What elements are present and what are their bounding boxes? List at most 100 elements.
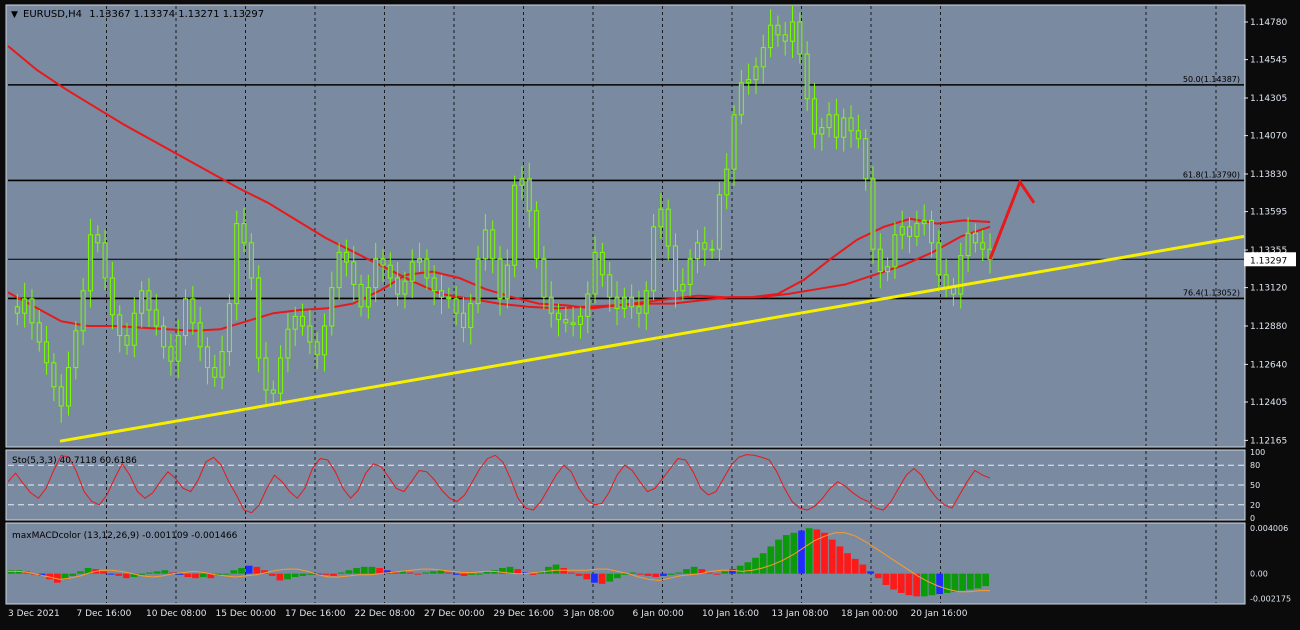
candle-body [161, 325, 167, 348]
candle-body [826, 114, 832, 129]
macd-histogram-bar [851, 558, 859, 574]
price-tick-label: 1.12640 [1250, 360, 1287, 370]
time-tick-label: 17 Dec 16:00 [285, 609, 346, 619]
candle-body [241, 223, 247, 244]
candle-body [402, 280, 408, 295]
macd-histogram-bar [337, 572, 345, 574]
candle-body [139, 290, 145, 314]
candle-body [248, 242, 254, 279]
candle-body [877, 248, 883, 273]
candle-body [658, 208, 664, 228]
fibo-level-label: 76.4(1.13052) [1183, 288, 1240, 297]
price-tick-label: 1.12880 [1250, 322, 1287, 332]
candle-body [702, 242, 708, 250]
candle-body [102, 242, 108, 279]
macd-histogram-bar [406, 572, 414, 574]
candle-body [475, 258, 481, 305]
macd-histogram-bar [261, 570, 268, 574]
macd-histogram-bar [698, 569, 706, 574]
candle-body [541, 258, 547, 298]
macd-tick-label: -0.002175 [1250, 594, 1291, 603]
candle-body [950, 287, 956, 295]
macd-histogram-bar [874, 573, 882, 579]
macd-histogram-bar [345, 570, 353, 574]
fibo-level-label: 50.0(1.14387) [1183, 75, 1240, 84]
stochastic-tick-label: 20 [1250, 501, 1260, 510]
price-tick-label: 1.13120 [1250, 284, 1287, 294]
main-panel-bg [5, 4, 1246, 448]
price-tick-label: 1.13830 [1250, 170, 1287, 180]
macd-histogram-bar [828, 539, 836, 574]
macd-histogram-bar [475, 573, 483, 575]
stochastic-axis: 100 80 50 20 0 [1250, 448, 1265, 523]
candle-body [556, 312, 562, 321]
macd-histogram-bar [100, 571, 107, 574]
candle-body [409, 261, 415, 282]
macd-histogram-bar [130, 573, 138, 578]
macd-histogram-bar [276, 573, 284, 581]
macd-histogram-bar [652, 573, 660, 578]
macd-histogram-bar [966, 573, 974, 590]
candle-body [460, 312, 466, 329]
candle-body [307, 325, 313, 343]
candle-body [819, 127, 825, 135]
candle-body [731, 114, 737, 170]
candle-body [790, 21, 796, 42]
macd-histogram-bar [429, 571, 437, 574]
macd-histogram-bar [529, 573, 537, 575]
macd-histogram-bar [376, 567, 383, 574]
candle-body [219, 351, 225, 378]
macd-histogram-bar [552, 564, 560, 574]
macd-plot [8, 528, 990, 597]
candle-body [117, 314, 123, 337]
macd-histogram-bar [782, 535, 790, 574]
candle-body [321, 325, 327, 356]
candle-body [278, 357, 284, 394]
macd-histogram-bar [199, 573, 207, 578]
ma-slow-line [7, 45, 991, 310]
macd-histogram-bar [192, 573, 199, 579]
projection-path [988, 178, 1036, 260]
stochastic-label: Sto(5,3,3) 40.7118 60.6186 [12, 456, 137, 466]
candle-body [95, 234, 101, 244]
candle-body [263, 357, 269, 391]
macd-histogram-bar [245, 565, 253, 574]
candle-body [526, 178, 532, 212]
stochastic-tick-label: 50 [1250, 481, 1260, 490]
candle-body [621, 296, 627, 309]
stochastic-tick-label: 80 [1250, 461, 1260, 470]
macd-histogram-bar [383, 570, 391, 574]
macd-histogram-bar [943, 573, 951, 593]
candle-body [563, 319, 569, 324]
candle-body [285, 328, 291, 359]
macd-histogram-bar [353, 567, 360, 574]
candle-body [292, 315, 298, 330]
macd-histogram-bar [913, 573, 920, 597]
macd-histogram-bar [77, 571, 84, 574]
macd-histogram-bar [614, 573, 621, 579]
macd-histogram-bar [575, 573, 583, 576]
candle-body [928, 219, 934, 244]
candle-body [760, 47, 766, 68]
candle-body [892, 234, 898, 268]
macd-histogram-bar [675, 572, 683, 574]
candle-body [497, 258, 503, 300]
candle-body [29, 298, 35, 324]
candle-body [768, 24, 774, 49]
stochastic-tick-label: 100 [1250, 448, 1265, 457]
time-tick-label: 13 Jan 08:00 [772, 609, 829, 619]
candle-body [22, 298, 28, 314]
macd-histogram-bar [69, 573, 77, 576]
macd-histogram-bar [153, 571, 161, 574]
macd-histogram-bar [545, 566, 552, 574]
candle-body [907, 226, 913, 237]
macd-histogram-bar [591, 573, 598, 583]
candle-body [175, 335, 181, 362]
trendline-group [59, 234, 1245, 443]
candle-body [87, 234, 93, 292]
macd-histogram-bar [583, 573, 591, 580]
dropdown-arrow-icon[interactable]: ▼ [11, 10, 18, 20]
macd-histogram-bar [905, 573, 913, 596]
macd-histogram-bar [897, 573, 905, 593]
candle-body [694, 242, 700, 260]
